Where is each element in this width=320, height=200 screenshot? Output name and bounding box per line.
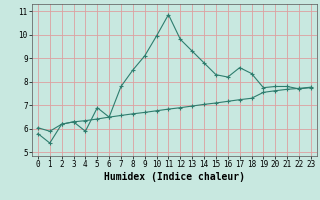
X-axis label: Humidex (Indice chaleur): Humidex (Indice chaleur) bbox=[104, 172, 245, 182]
